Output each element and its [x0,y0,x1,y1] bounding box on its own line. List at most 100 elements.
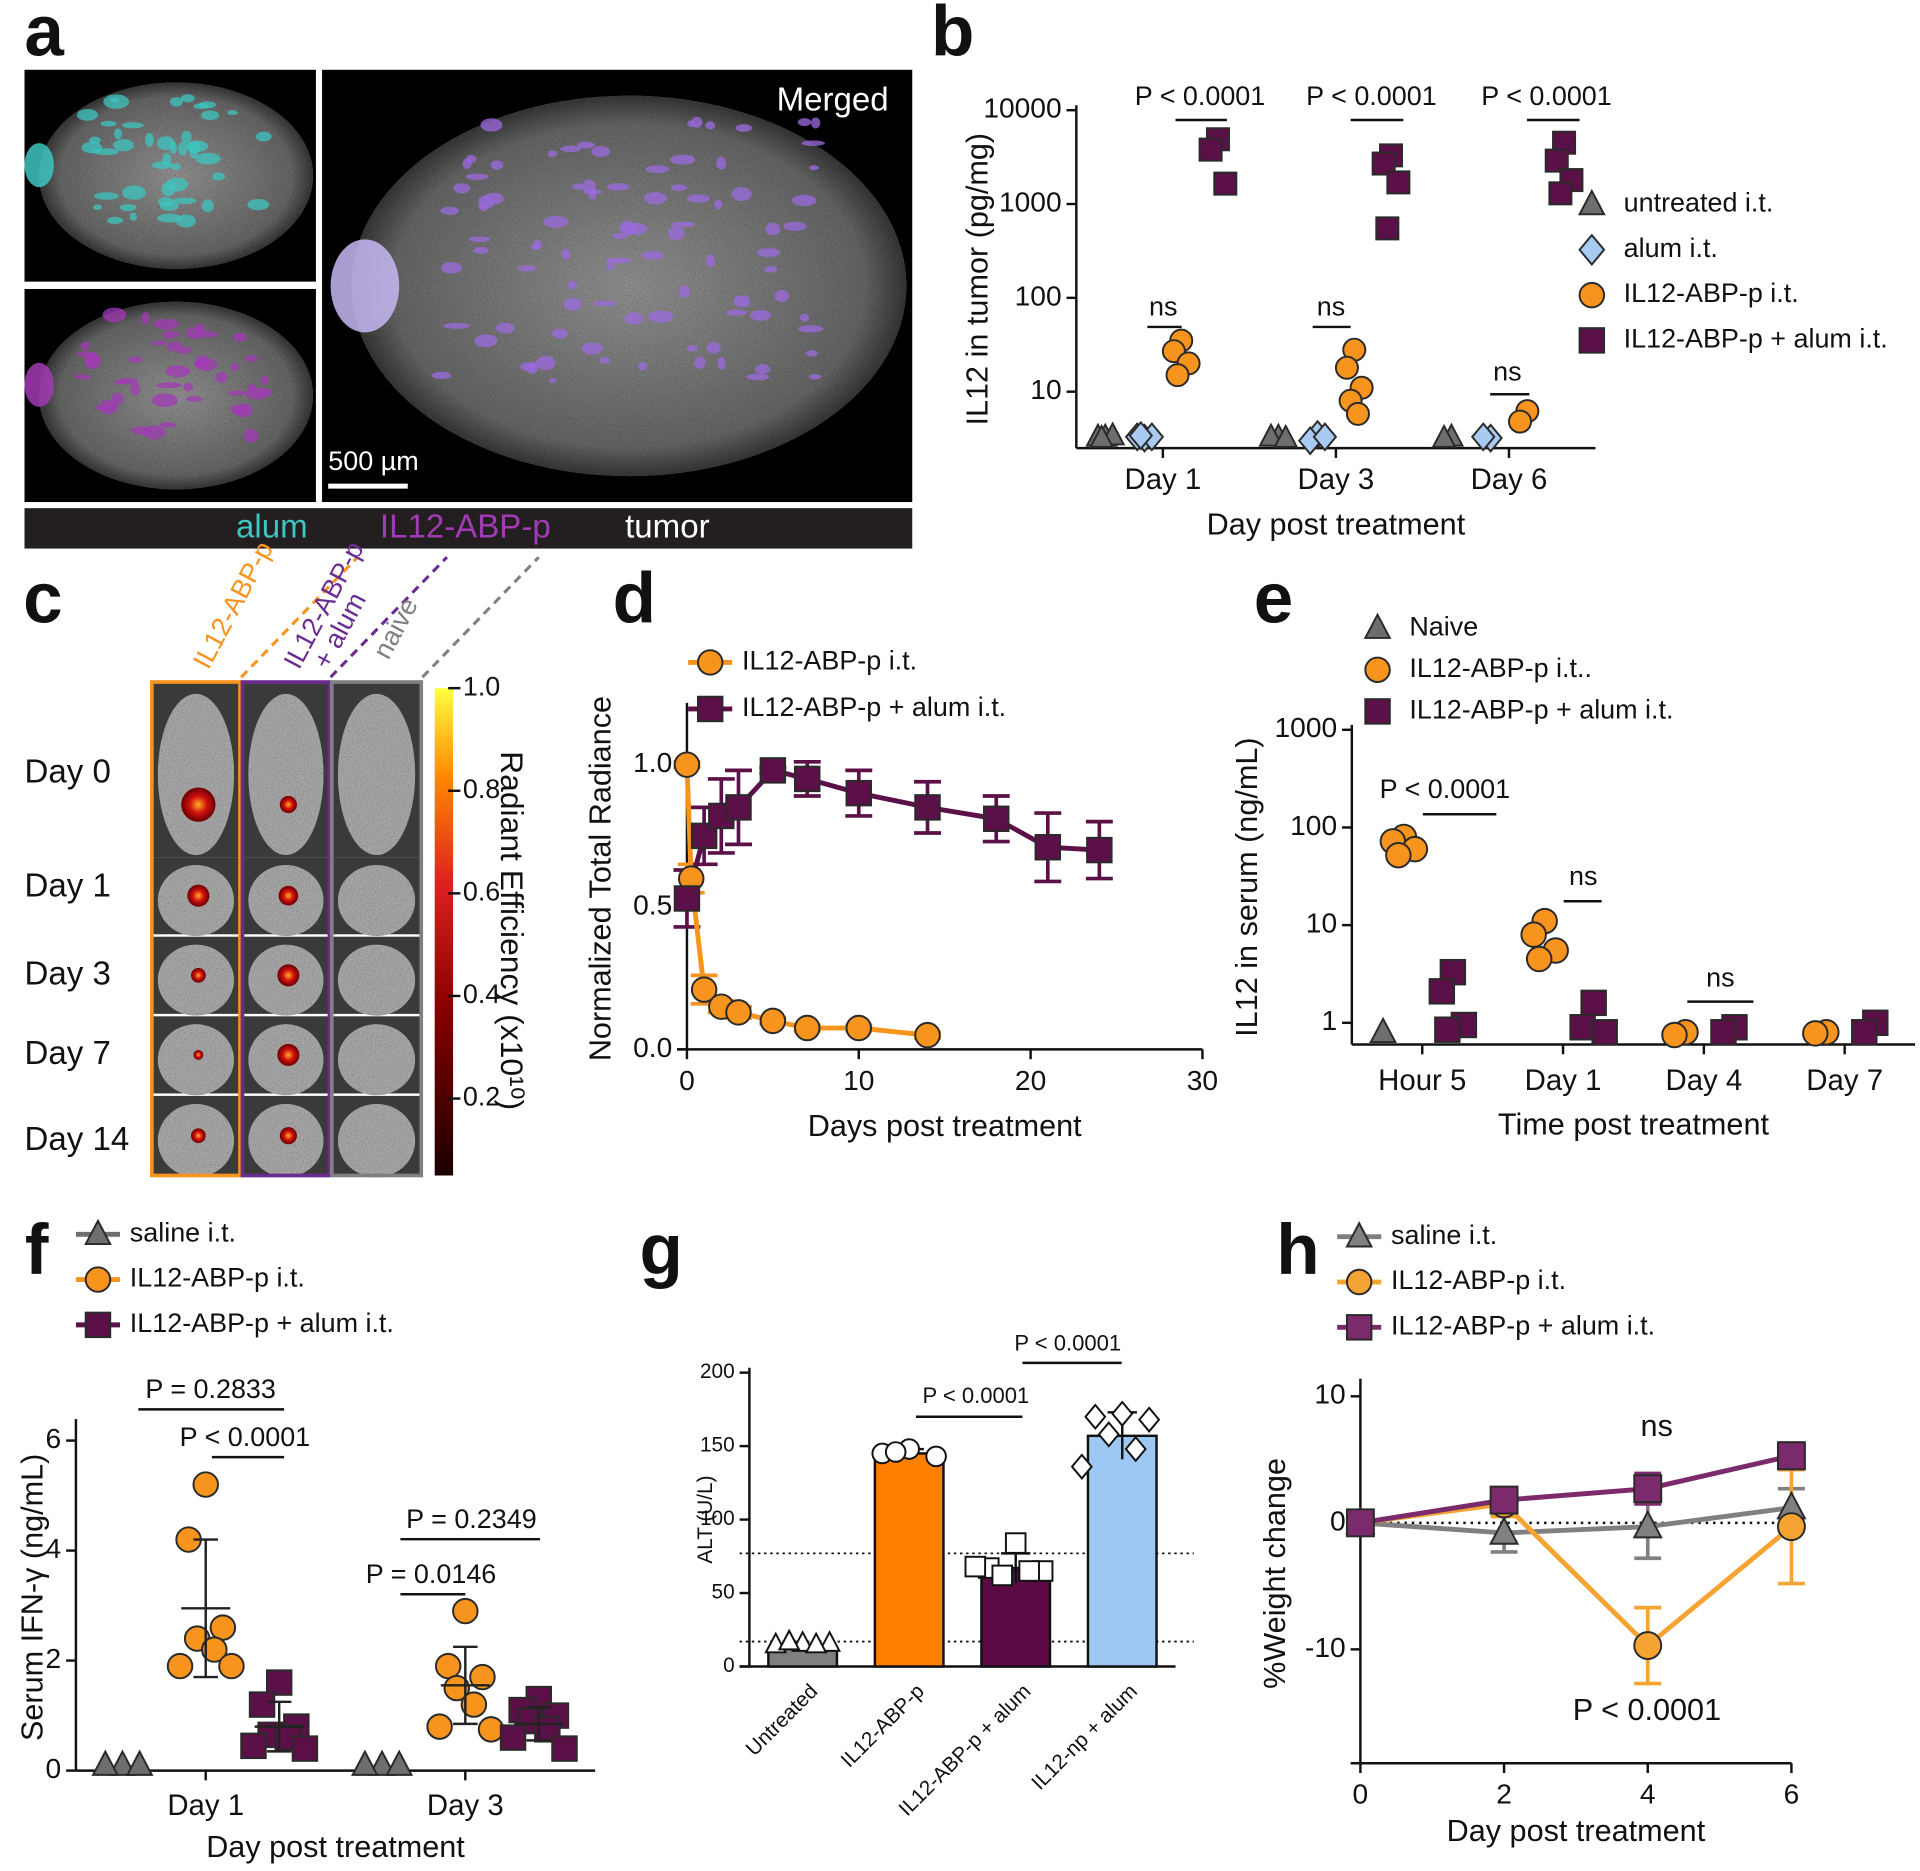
marker [551,1735,578,1762]
stain [593,300,616,307]
stain [107,216,124,225]
legend-marker [696,649,724,676]
annotation: P < 0.0001 [1135,81,1266,111]
marker [845,1014,873,1042]
stain [583,189,603,195]
legend-label: alum i.t. [1624,233,1718,263]
stain [157,136,176,151]
y-tick-label: 4 [46,1533,62,1564]
stain [746,373,770,381]
stain [809,165,819,171]
tissue [39,301,314,490]
marker [265,1669,293,1696]
marker [725,999,752,1026]
y-tick-label: 0 [723,1654,735,1677]
y-tick-label: 0.5 [633,889,672,920]
stain [247,198,270,211]
x-tick-label: Day 1 [1525,1064,1602,1097]
legend-label: IL12-ABP-p + alum i.t. [1391,1310,1655,1340]
stain [181,130,192,144]
x-axis-label: Day post treatment [1207,508,1466,542]
annotation: P < 0.0001 [923,1383,1030,1408]
channel-label: tumor [625,509,709,546]
stain [121,185,147,200]
annotation: P = 0.2833 [145,1374,276,1404]
legend-label: saline i.t. [130,1217,236,1247]
stain [638,362,648,371]
marker [477,1716,505,1743]
mouse [157,1024,234,1096]
stain [121,122,144,129]
stain [177,141,188,156]
stain [176,214,196,228]
mouse [337,1024,416,1096]
mouse [337,944,416,1016]
stain [561,248,571,260]
stain [716,156,727,170]
marker [108,1749,137,1776]
stain [480,118,503,132]
x-tick-label: Day 4 [1665,1064,1742,1097]
annotation: P < 0.0001 [1380,774,1511,804]
stain [129,212,138,221]
stain [151,161,173,169]
marker [1802,1020,1829,1047]
marker [1633,1631,1663,1661]
stain [113,139,134,152]
stain [177,346,192,354]
annotation: ns [1569,861,1597,891]
marker [499,1724,527,1751]
injection-site [330,239,400,333]
x-axis-label: Day post treatment [206,1830,465,1864]
marker [1084,1403,1107,1431]
stain [243,428,259,443]
marker [964,1555,987,1578]
stain [671,221,696,228]
stain [686,345,699,352]
stain [258,388,272,397]
stain [530,243,540,250]
injection-site [24,143,54,188]
stain [255,131,272,142]
stain [765,222,781,236]
stain [468,236,491,243]
stain [92,204,102,210]
stain [170,162,181,171]
legend-label: saline i.t. [1391,1220,1497,1250]
y-axis-label: IL12 in serum (ng/mL) [1230,737,1264,1036]
stain [725,309,747,316]
stain [76,351,97,357]
y-tick-label: 50 [712,1581,735,1604]
marker [1128,420,1154,451]
stain [549,378,557,384]
stain [543,216,569,228]
stain [517,265,537,272]
colorbar-tick-label: 0.8 [463,774,500,804]
marker [1544,148,1569,173]
marker [983,805,1010,833]
stain [705,254,715,267]
marker [1371,151,1396,176]
marker [209,1614,237,1641]
stain [705,121,716,130]
stain [233,332,248,342]
stain [801,140,825,146]
stain [520,362,535,372]
colorbar-tick-label: 1.0 [463,671,500,701]
stain [465,173,489,180]
colorbar-tick-label: 0.4 [463,979,500,1009]
marker [218,1652,245,1680]
stain [473,246,489,254]
legend-label: IL12-ABP-p + alum i.t. [742,692,1006,722]
marker [1345,1508,1375,1538]
stain [483,192,504,205]
stain [114,128,123,140]
marker [1434,1016,1461,1043]
marker [443,1674,470,1702]
injection-site [24,362,54,407]
y-axis-label: IL12 in tumor (pg/mg) [961,133,995,426]
marker [1632,1509,1663,1539]
y-tick-label: 100 [1015,280,1062,311]
y-tick-label: 200 [700,1360,735,1383]
